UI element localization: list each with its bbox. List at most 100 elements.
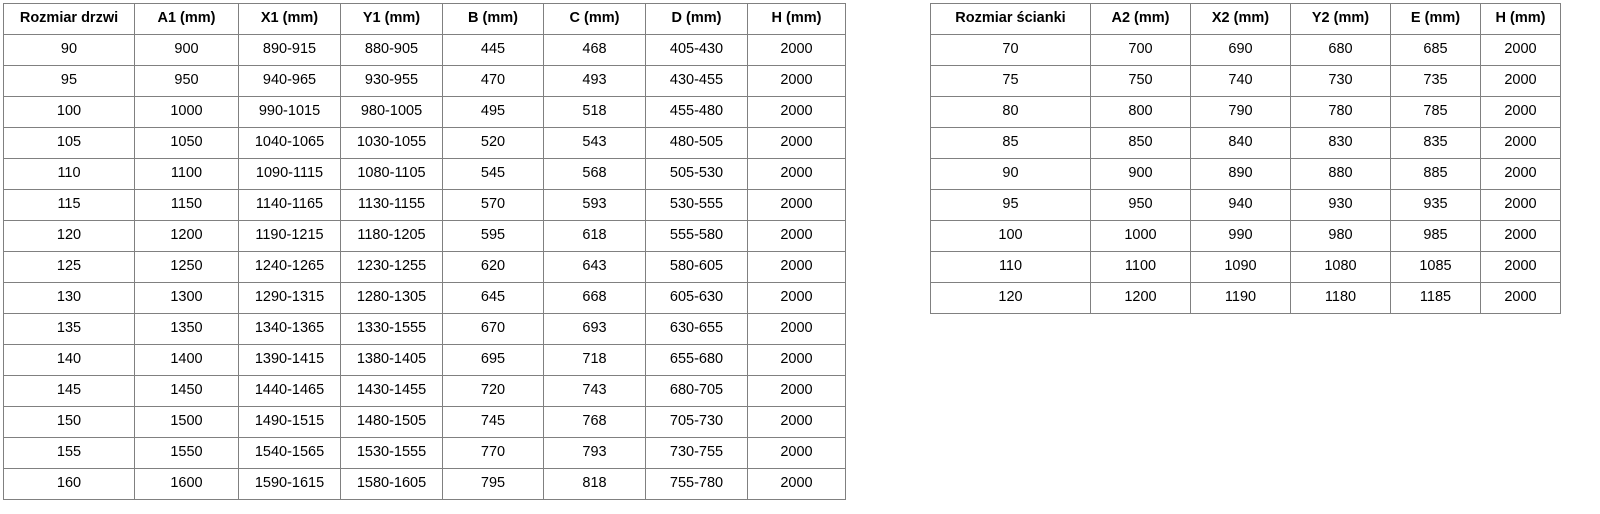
table-cell: 1380-1405 <box>340 344 443 376</box>
table-row: 95 950 940-965 930-955 470 493 430-455 2000 <box>3 65 846 97</box>
table-cell: 580-605 <box>645 251 748 283</box>
door-dimensions-table: Rozmiar drzwi A1 (mm) X1 (mm) Y1 (mm) B (mm)… <box>3 3 846 500</box>
table-row: 90 900 890 880 885 2000 <box>930 158 1561 190</box>
table-cell: 2000 <box>1480 65 1561 97</box>
table-cell: 755-780 <box>645 468 748 500</box>
table-cell: 2000 <box>1480 96 1561 128</box>
table-cell: 620 <box>442 251 544 283</box>
table-cell: 2000 <box>747 127 846 159</box>
row-size-cell: 80 <box>930 96 1091 128</box>
table-cell: 1085 <box>1390 251 1481 283</box>
table-cell: 520 <box>442 127 544 159</box>
row-size-cell: 70 <box>930 34 1091 66</box>
table-row: 120 1200 1190 1180 1185 2000 <box>930 282 1561 314</box>
table-cell: 680-705 <box>645 375 748 407</box>
table-cell: 930-955 <box>340 65 443 97</box>
table-cell: 930 <box>1290 189 1391 221</box>
table-cell: 818 <box>543 468 646 500</box>
table-cell: 1400 <box>134 344 239 376</box>
table-cell: 1000 <box>134 96 239 128</box>
table-cell: 2000 <box>1480 189 1561 221</box>
table-cell: 705-730 <box>645 406 748 438</box>
table-cell: 1450 <box>134 375 239 407</box>
table-cell: 980-1005 <box>340 96 443 128</box>
column-header-2: A2 (mm) <box>1090 3 1191 35</box>
table-cell: 605-630 <box>645 282 748 314</box>
table-cell: 2000 <box>1480 127 1561 159</box>
table-cell: 630-655 <box>645 313 748 345</box>
table-cell: 800 <box>1090 96 1191 128</box>
table-cell: 1200 <box>1090 282 1191 314</box>
row-size-cell: 110 <box>930 251 1091 283</box>
table-cell: 768 <box>543 406 646 438</box>
column-header-5: E (mm) <box>1390 3 1481 35</box>
table-row: 135 1350 1340-1365 1330-1555 670 693 630-655 20… <box>3 313 846 345</box>
table-cell: 1290-1315 <box>238 282 341 314</box>
table-cell: 1180 <box>1290 282 1391 314</box>
table-cell: 668 <box>543 282 646 314</box>
row-size-cell: 115 <box>3 189 135 221</box>
table-cell: 1600 <box>134 468 239 500</box>
table-cell: 1590-1615 <box>238 468 341 500</box>
column-header-3: X2 (mm) <box>1190 3 1291 35</box>
table-cell: 890-915 <box>238 34 341 66</box>
row-size-cell: 105 <box>3 127 135 159</box>
table-cell: 670 <box>442 313 544 345</box>
table-row: 75 750 740 730 735 2000 <box>930 65 1561 97</box>
table-cell: 1100 <box>1090 251 1191 283</box>
wall-panel-dimensions-table: Rozmiar ścianki A2 (mm) X2 (mm) Y2 (mm) E (m… <box>930 3 1561 314</box>
table-cell: 770 <box>442 437 544 469</box>
table-cell: 468 <box>543 34 646 66</box>
table-cell: 730 <box>1290 65 1391 97</box>
table-row: 110 1100 1090 1080 1085 2000 <box>930 251 1561 283</box>
table-cell: 2000 <box>747 375 846 407</box>
table-cell: 595 <box>442 220 544 252</box>
table-cell: 880 <box>1290 158 1391 190</box>
column-header-6: H (mm) <box>1480 3 1561 35</box>
column-header-7: D (mm) <box>645 3 748 35</box>
table-cell: 680 <box>1290 34 1391 66</box>
table-cell: 470 <box>442 65 544 97</box>
table-cell: 1130-1155 <box>340 189 443 221</box>
table-cell: 1550 <box>134 437 239 469</box>
row-size-cell: 85 <box>930 127 1091 159</box>
table-row: 130 1300 1290-1315 1280-1305 645 668 605-630 20… <box>3 282 846 314</box>
door-table-body: 90 900 890-915 880-905 445 468 405-430 2000 95 95… <box>3 34 846 500</box>
row-size-cell: 90 <box>930 158 1091 190</box>
table-cell: 2000 <box>747 406 846 438</box>
table-cell: 745 <box>442 406 544 438</box>
table-cell: 2000 <box>1480 34 1561 66</box>
table-cell: 690 <box>1190 34 1291 66</box>
table-cell: 890 <box>1190 158 1291 190</box>
table-cell: 1200 <box>134 220 239 252</box>
table-row: 160 1600 1590-1615 1580-1605 795 818 755-780 20… <box>3 468 846 500</box>
table-cell: 405-430 <box>645 34 748 66</box>
table-cell: 693 <box>543 313 646 345</box>
table-cell: 1500 <box>134 406 239 438</box>
row-size-cell: 120 <box>3 220 135 252</box>
table-cell: 445 <box>442 34 544 66</box>
table-cell: 1250 <box>134 251 239 283</box>
table-cell: 780 <box>1290 96 1391 128</box>
table-cell: 618 <box>543 220 646 252</box>
table-cell: 1330-1555 <box>340 313 443 345</box>
table-cell: 1140-1165 <box>238 189 341 221</box>
table-cell: 543 <box>543 127 646 159</box>
table-row: 120 1200 1190-1215 1180-1205 595 618 555-580 20… <box>3 220 846 252</box>
table-cell: 985 <box>1390 220 1481 252</box>
table-row: 155 1550 1540-1565 1530-1555 770 793 730-755 20… <box>3 437 846 469</box>
table-cell: 700 <box>1090 34 1191 66</box>
table-cell: 2000 <box>1480 251 1561 283</box>
table-cell: 2000 <box>747 158 846 190</box>
door-table-header: Rozmiar drzwi A1 (mm) X1 (mm) Y1 (mm) B (mm)… <box>3 3 846 35</box>
table-cell: 643 <box>543 251 646 283</box>
table-cell: 735 <box>1390 65 1481 97</box>
table-cell: 740 <box>1190 65 1291 97</box>
table-row: 110 1100 1090-1115 1080-1105 545 568 505-530 20… <box>3 158 846 190</box>
table-cell: 1440-1465 <box>238 375 341 407</box>
table-row: 95 950 940 930 935 2000 <box>930 189 1561 221</box>
column-header-2: A1 (mm) <box>134 3 239 35</box>
table-cell: 785 <box>1390 96 1481 128</box>
table-cell: 2000 <box>747 96 846 128</box>
table-cell: 2000 <box>747 344 846 376</box>
